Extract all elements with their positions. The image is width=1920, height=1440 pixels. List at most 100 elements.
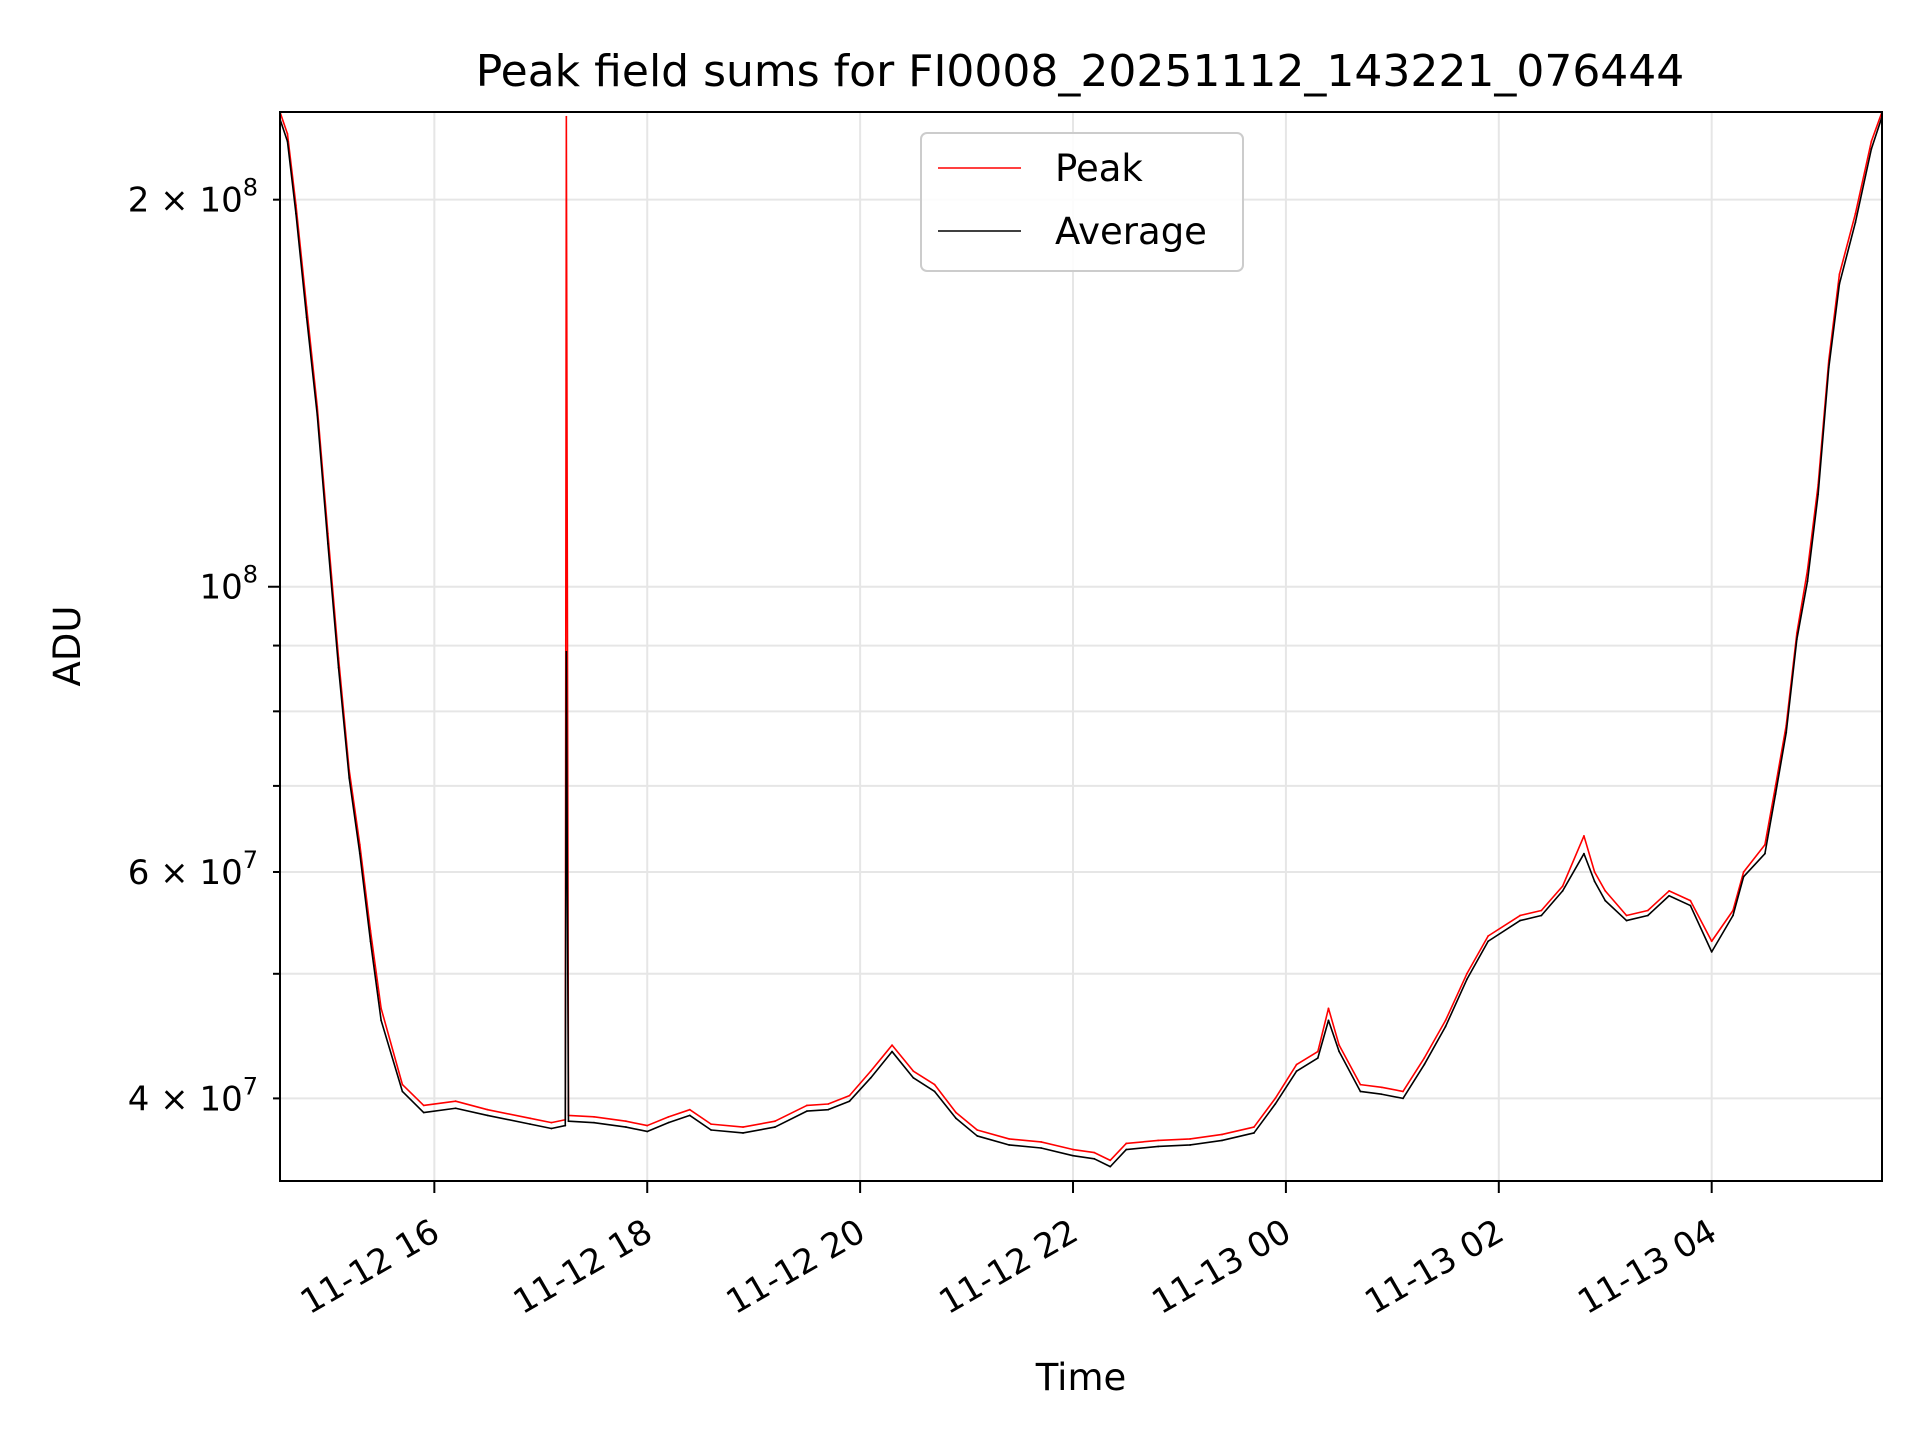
average-point: [1806, 580, 1809, 583]
legend-average-label: Average: [1055, 210, 1207, 253]
average-point: [827, 1108, 830, 1111]
average-point: [1327, 1019, 1330, 1022]
average-point: [1380, 1093, 1383, 1096]
average-point: [1710, 950, 1713, 953]
y-tick-label: 6 × 107: [128, 846, 258, 893]
series-average: [280, 115, 1882, 1168]
average-point: [564, 1124, 567, 1127]
average-point: [550, 1127, 553, 1130]
peak-point: [1465, 972, 1468, 975]
average-point: [1189, 1144, 1192, 1146]
y-tick-label-times-ten: × 10: [149, 181, 242, 221]
average-point: [1742, 875, 1745, 878]
average-point: [1221, 1139, 1223, 1142]
average-point: [1583, 852, 1585, 855]
average-point: [1444, 1025, 1447, 1028]
peak-point: [646, 1124, 649, 1127]
peak-point: [1838, 273, 1841, 276]
peak-point: [1327, 1007, 1330, 1010]
average-point: [358, 852, 361, 855]
legend: Peak Average: [920, 132, 1244, 272]
x-axis-label: Time: [1035, 1356, 1127, 1399]
peak-point: [286, 133, 289, 135]
peak-point: [401, 1083, 404, 1086]
y-tick-label: 4 × 107: [128, 1072, 258, 1119]
peak-point: [1008, 1138, 1011, 1140]
peak-point: [1402, 1090, 1404, 1093]
peak-point: [625, 1120, 627, 1123]
average-point: [380, 1019, 383, 1022]
average-point: [295, 212, 297, 215]
average-point: [1593, 880, 1596, 883]
peak-point: [1359, 1083, 1362, 1086]
average-point: [1316, 1057, 1319, 1059]
peak-point: [933, 1083, 936, 1086]
peak-point: [1668, 890, 1671, 892]
average-point: [955, 1117, 957, 1120]
peak-point: [1593, 871, 1596, 873]
average-point: [348, 777, 351, 779]
average-point: [1604, 899, 1607, 902]
peak-point: [454, 1100, 457, 1103]
y-tick-label: 108: [199, 561, 258, 608]
average-point: [688, 1114, 691, 1117]
y-tick-label-mantissa: 4: [128, 1079, 150, 1119]
y-tick-label-times-ten: × 10: [149, 853, 242, 893]
peak-point: [1806, 569, 1809, 572]
peak-point: [1274, 1097, 1277, 1100]
average-point: [316, 414, 319, 416]
peak-point: [1380, 1086, 1383, 1089]
average-point: [891, 1050, 893, 1053]
average-point: [1295, 1070, 1298, 1073]
peak-point: [891, 1044, 893, 1047]
y-tick-label-base: 10: [199, 568, 242, 608]
peak-point: [955, 1111, 957, 1114]
average-point: [1040, 1147, 1042, 1149]
peak-point: [1774, 785, 1777, 787]
peak-point: [688, 1108, 691, 1111]
average-point: [667, 1121, 670, 1124]
average-point: [912, 1076, 915, 1079]
average-point: [1540, 914, 1543, 917]
peak-point: [1295, 1063, 1298, 1066]
average-point: [1838, 282, 1841, 285]
peak-point: [710, 1123, 713, 1126]
peak-point: [1487, 935, 1490, 937]
peak-point: [1189, 1138, 1192, 1140]
peak-point: [529, 1117, 532, 1120]
peak-point: [667, 1115, 670, 1118]
y-tick-label-times-ten: × 10: [149, 1079, 242, 1119]
peak-point: [1519, 914, 1521, 917]
average-point: [1795, 638, 1798, 641]
peak-point: [1093, 1151, 1096, 1154]
average-point: [742, 1132, 744, 1134]
average-point: [1827, 366, 1830, 369]
peak-point: [869, 1070, 872, 1073]
average-point: [1008, 1144, 1011, 1146]
peak-point: [1540, 909, 1543, 912]
peak-point: [1583, 835, 1585, 837]
peak-point: [827, 1103, 830, 1105]
average-point: [848, 1100, 851, 1103]
peak-point: [1316, 1050, 1319, 1053]
average-point: [710, 1129, 713, 1131]
y-tick-label: 2 × 108: [128, 174, 258, 221]
average-point: [806, 1110, 808, 1113]
average-point: [1668, 894, 1671, 897]
average-point: [1274, 1103, 1277, 1105]
peak-point: [912, 1070, 915, 1073]
peak-point: [1125, 1142, 1128, 1145]
average-point: [1764, 852, 1766, 855]
peak-point: [1423, 1057, 1426, 1059]
average-point: [305, 316, 308, 319]
y-tick-label-exponent: 8: [243, 561, 258, 589]
average-point: [401, 1090, 404, 1093]
average-point: [1774, 793, 1777, 795]
average-point: [1689, 904, 1692, 907]
peak-point: [1764, 843, 1766, 846]
peak-point: [1561, 885, 1564, 888]
peak-point: [1625, 914, 1628, 917]
average-point: [1093, 1157, 1096, 1160]
peak-point: [1253, 1126, 1255, 1128]
average-point: [646, 1130, 649, 1133]
